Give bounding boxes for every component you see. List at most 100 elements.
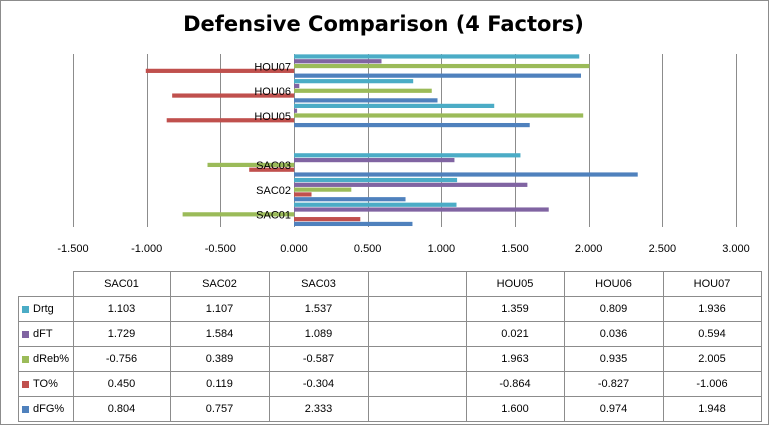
bar	[166, 118, 294, 123]
bar	[294, 197, 406, 202]
legend-key	[22, 380, 29, 388]
bar	[294, 217, 361, 222]
table-cell: -0.587	[268, 346, 369, 372]
bar	[294, 63, 590, 69]
table-cell: 1.537	[268, 296, 369, 322]
table-cell: 0.119	[169, 371, 270, 397]
table-cell: 0.804	[72, 396, 171, 422]
table-cell: 1.936	[662, 296, 762, 322]
legend-text: TO%	[33, 378, 58, 390]
table-header-cell: HOU06	[563, 271, 664, 297]
bar	[294, 54, 580, 59]
bar	[294, 98, 438, 103]
legend-key	[22, 405, 29, 413]
bar	[249, 167, 294, 172]
legend-text: dFG%	[33, 403, 65, 415]
legend-label: Drtg	[18, 296, 74, 322]
table-row: Drtg 1.103 1.107 1.537 1.359 0.809 1.936	[18, 296, 762, 322]
legend-key	[22, 355, 29, 363]
bar	[294, 172, 638, 177]
legend-label: dFG%	[18, 396, 74, 422]
x-tick-label: -1.500	[57, 243, 88, 255]
table-cell: 1.948	[662, 396, 762, 422]
x-tick-label: -1.000	[131, 243, 162, 255]
table-cell: -1.006	[662, 371, 762, 397]
table-cell: 0.021	[465, 321, 565, 347]
table-cell: 1.584	[169, 321, 270, 347]
table-row: dFG% 0.804 0.757 2.333 1.600 0.974 1.948	[18, 396, 762, 422]
bar	[294, 113, 584, 118]
x-tick-label: 1.000	[428, 243, 456, 255]
category-label: HOU07	[254, 61, 291, 73]
bar	[294, 158, 455, 163]
table-cell	[367, 296, 467, 322]
table-cell: 1.600	[465, 396, 565, 422]
bar	[294, 207, 549, 212]
legend-text: dReb%	[33, 353, 70, 365]
bar	[294, 192, 312, 197]
table-row: dFT 1.729 1.584 1.089 0.021 0.036 0.594	[18, 321, 762, 347]
category-label: SAC02	[256, 185, 291, 197]
bars	[145, 54, 638, 227]
x-tick-label: -0.500	[205, 243, 236, 255]
table-cell: 0.757	[169, 396, 270, 422]
x-tick-label: 3.000	[722, 243, 750, 255]
category-label: HOU05	[254, 111, 291, 123]
table-cell: 0.809	[563, 296, 664, 322]
bar	[294, 103, 495, 108]
table-cell: 1.103	[72, 296, 171, 322]
bar	[172, 93, 294, 98]
legend-text: dFT	[33, 328, 53, 340]
chart-title: Defensive Comparison (4 Factors)	[183, 12, 584, 36]
table-cell: 1.963	[465, 346, 565, 372]
table-header-cell: SAC01	[72, 271, 171, 297]
legend-key	[22, 305, 29, 313]
table-cell	[367, 396, 467, 422]
table-cell: 0.594	[662, 321, 762, 347]
table-row: dReb% -0.756 0.389 -0.587 1.963 0.935 2.005	[18, 346, 762, 372]
table-cell	[367, 346, 467, 372]
table-header-cell	[367, 271, 467, 297]
x-tick-label: 0.500	[354, 243, 382, 255]
x-tick-label: 0.000	[280, 243, 308, 255]
bar	[294, 221, 413, 227]
table-cell: 1.729	[72, 321, 171, 347]
table-cell: 1.107	[169, 296, 270, 322]
category-label: HOU06	[254, 86, 291, 98]
table-cell: 0.450	[72, 371, 171, 397]
table-cell: 0.389	[169, 346, 270, 372]
table-cell: -0.304	[268, 371, 369, 397]
table-cell: 1.089	[268, 321, 369, 347]
bar	[294, 182, 528, 187]
table-corner-cell	[18, 271, 74, 297]
x-tick-label: 1.500	[501, 243, 529, 255]
bar	[294, 59, 382, 64]
table-cell: 0.036	[563, 321, 664, 347]
bar	[145, 68, 294, 73]
table-row: TO% 0.450 0.119 -0.304 -0.864 -0.827 -1.006	[18, 371, 762, 397]
bar	[294, 79, 414, 84]
legend-text: Drtg	[33, 303, 54, 315]
table-cell: 0.935	[563, 346, 664, 372]
data-table: SAC01 SAC02 SAC03 HOU05 HOU06 HOU07 Drtg 1.103 1…	[18, 271, 762, 422]
legend-label: TO%	[18, 371, 74, 397]
table-cell: -0.827	[563, 371, 664, 397]
bar	[182, 212, 294, 217]
legend-label: dFT	[18, 321, 74, 347]
table-header-cell: HOU05	[465, 271, 565, 297]
table-cell	[367, 371, 467, 397]
category-label: SAC03	[256, 160, 291, 172]
bar	[294, 73, 582, 78]
table-cell: 0.974	[563, 396, 664, 422]
bar	[294, 108, 298, 113]
x-tick-label: 2.500	[649, 243, 677, 255]
bar	[294, 202, 457, 207]
bar	[294, 187, 352, 192]
table-header-cell: SAC02	[169, 271, 270, 297]
table-cell: -0.756	[72, 346, 171, 372]
bar	[294, 88, 432, 93]
table-cell: 2.005	[662, 346, 762, 372]
table-cell: 1.359	[465, 296, 565, 322]
legend-label: dReb%	[18, 346, 74, 372]
